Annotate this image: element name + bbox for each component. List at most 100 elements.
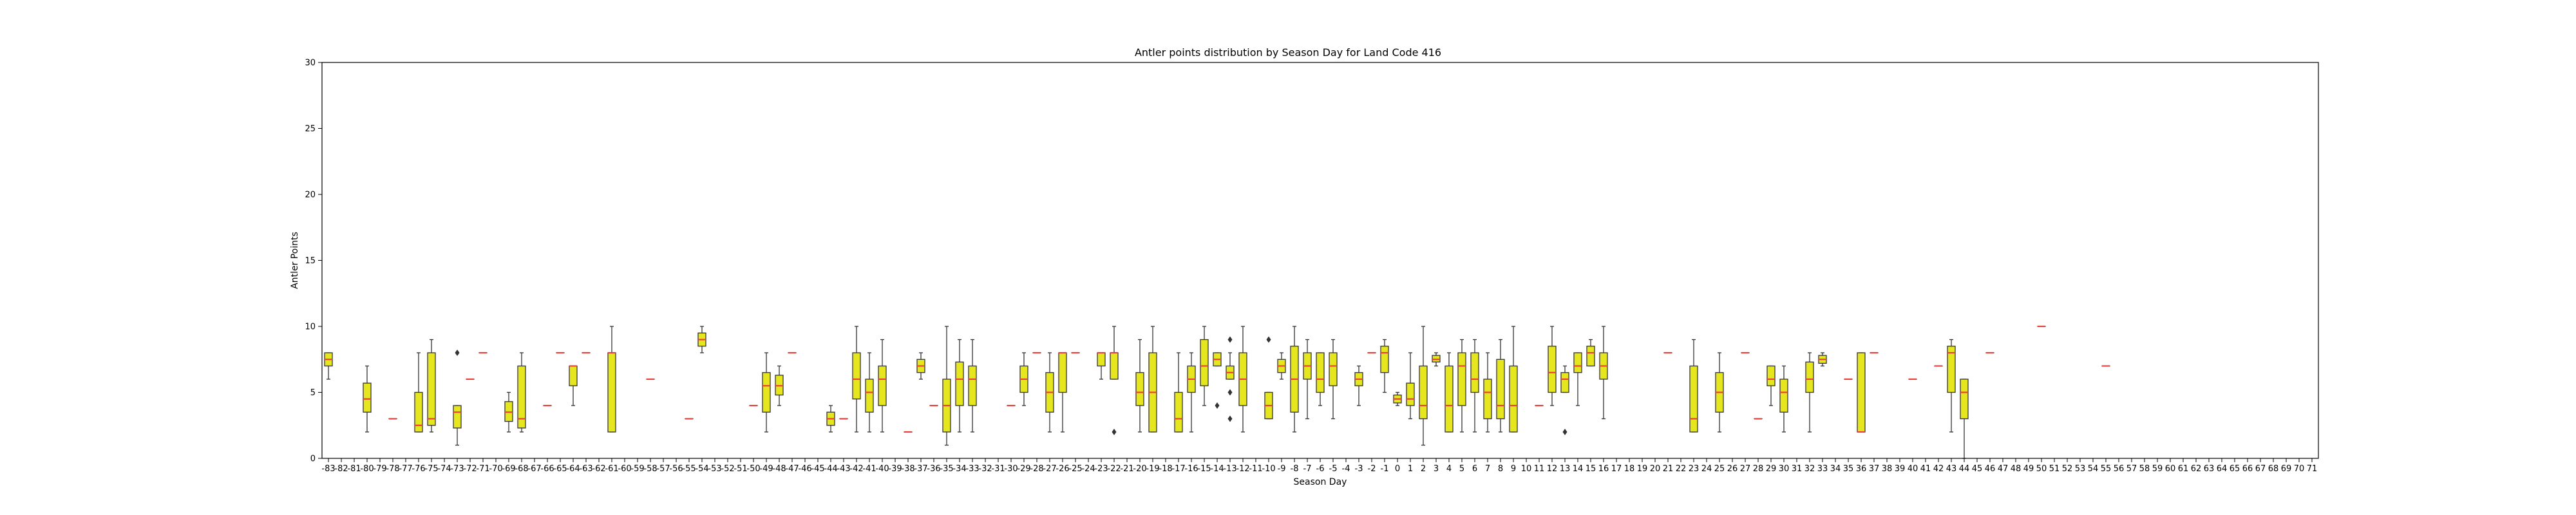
x-tick-label: 15	[1586, 464, 1596, 474]
iqr-box	[453, 405, 462, 429]
x-tick-label: 57	[2126, 464, 2137, 474]
outlier-point	[1215, 402, 1220, 409]
box-day--10	[1264, 336, 1273, 420]
x-tick-label: -20	[1133, 464, 1146, 474]
x-tick-label: -36	[927, 464, 940, 474]
x-tick-label: 24	[1701, 464, 1712, 474]
y-tick-label: 0	[310, 454, 316, 464]
iqr-box	[1316, 352, 1325, 393]
x-tick-label: 63	[2204, 464, 2215, 474]
box-day--20	[1135, 339, 1144, 433]
x-tick-label: 56	[2114, 464, 2125, 474]
iqr-box	[1573, 352, 1582, 373]
x-tick-label: -69	[502, 464, 515, 474]
iqr-box	[1135, 372, 1144, 406]
x-tick-label: -68	[515, 464, 528, 474]
iqr-box	[878, 365, 887, 406]
x-tick-label: -58	[643, 464, 657, 474]
box-day--29	[1019, 352, 1028, 406]
box-day--1	[1380, 339, 1389, 393]
x-tick-label: -9	[1278, 464, 1286, 474]
x-tick-label: -35	[940, 464, 953, 474]
outlier-point	[1227, 415, 1233, 422]
x-tick-label: 66	[2242, 464, 2253, 474]
x-tick-label: -59	[630, 464, 644, 474]
box-day--17	[1174, 352, 1183, 433]
x-tick-label: 67	[2255, 464, 2266, 474]
x-tick-label: -79	[373, 464, 386, 474]
box-day--73	[453, 350, 462, 446]
x-tick-label: 70	[2294, 464, 2305, 474]
iqr-box	[569, 365, 578, 386]
outlier-point	[455, 350, 460, 356]
x-tick-label: -63	[579, 464, 592, 474]
x-tick-label: 71	[2307, 464, 2318, 474]
x-tick-label: -32	[978, 464, 992, 474]
x-tick-label: -42	[849, 464, 863, 474]
x-tick-label: 27	[1740, 464, 1751, 474]
box-day--23	[1097, 351, 1106, 380]
x-tick-label: -23	[1094, 464, 1108, 474]
box-day--33	[968, 339, 977, 433]
iqr-box	[1960, 379, 1969, 420]
box-day--3	[1354, 365, 1363, 406]
x-tick-label: 69	[2281, 464, 2292, 474]
x-tick-label: 20	[1650, 464, 1661, 474]
iqr-box	[1766, 365, 1776, 386]
x-tick-label: -6	[1316, 464, 1325, 474]
x-tick-label: -40	[875, 464, 889, 474]
outlier-point	[1266, 336, 1271, 343]
x-tick-label: -24	[1081, 464, 1095, 474]
x-tick-label: 65	[2230, 464, 2240, 474]
x-tick-label: -75	[424, 464, 438, 474]
x-tick-label: -64	[566, 464, 580, 474]
iqr-box	[852, 352, 861, 400]
box-day--6	[1316, 352, 1325, 406]
box-day-16	[1599, 326, 1608, 420]
x-tick-label: -46	[798, 464, 811, 474]
x-tick-label: 53	[2075, 464, 2086, 474]
iqr-box	[1419, 365, 1428, 420]
y-axis-title: Antler Points	[290, 232, 300, 289]
x-tick-label: 37	[1869, 464, 1880, 474]
x-axis-title: Season Day	[1294, 477, 1347, 487]
x-tick-label: 14	[1573, 464, 1584, 474]
x-tick-label: -38	[901, 464, 914, 474]
x-tick-label: 62	[2191, 464, 2202, 474]
iqr-box	[1548, 346, 1557, 393]
x-tick-label: 64	[2217, 464, 2228, 474]
iqr-box	[1097, 352, 1106, 367]
iqr-box	[414, 391, 423, 433]
x-tick-label: 12	[1547, 464, 1558, 474]
box-day-1	[1406, 352, 1415, 420]
x-tick-label: -11	[1249, 464, 1262, 474]
x-tick-label: -43	[837, 464, 850, 474]
x-tick-label: -57	[656, 464, 670, 474]
x-tick-label: -21	[1120, 464, 1133, 474]
x-tick-label: -28	[1030, 464, 1043, 474]
x-tick-label: 4	[1446, 464, 1452, 474]
box-day--5	[1329, 339, 1338, 420]
x-tick-label: 10	[1521, 464, 1532, 474]
boxes-layer	[324, 325, 2110, 459]
x-axis: -83-82-81-80-79-78-77-76-75-74-73-72-71-…	[321, 458, 2317, 474]
x-tick-label: 44	[1959, 464, 1970, 474]
y-tick-label: 5	[310, 388, 316, 398]
x-tick-label: -70	[489, 464, 502, 474]
x-tick-label: 23	[1689, 464, 1700, 474]
box-day--19	[1148, 326, 1157, 433]
x-tick-label: 50	[2036, 464, 2047, 474]
box-day--12	[1238, 326, 1247, 433]
x-tick-label: -55	[682, 464, 696, 474]
y-tick-label: 15	[305, 256, 316, 266]
box-day--69	[504, 391, 513, 433]
box-day-36	[1857, 352, 1866, 433]
x-tick-label: -18	[1159, 464, 1172, 474]
x-tick-label: -27	[1043, 464, 1056, 474]
x-tick-label: -56	[669, 464, 683, 474]
iqr-box	[1857, 352, 1866, 433]
box-day--15	[1200, 326, 1209, 406]
x-tick-label: 8	[1498, 464, 1503, 474]
y-tick-label: 25	[305, 124, 316, 134]
box-day--44	[826, 405, 835, 433]
